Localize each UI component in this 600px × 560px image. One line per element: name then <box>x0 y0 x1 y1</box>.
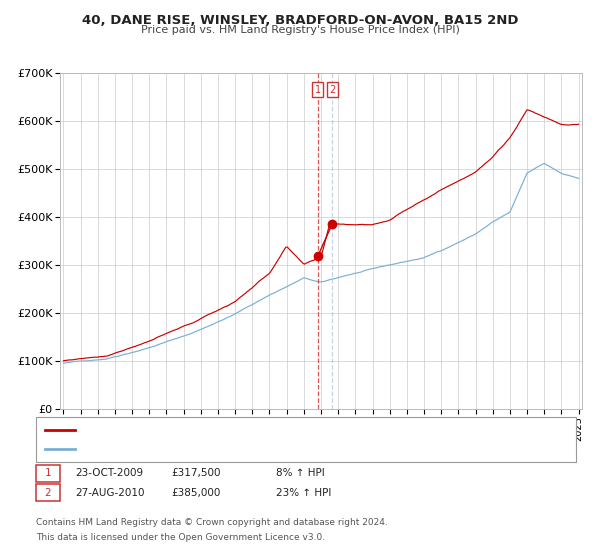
Text: 2: 2 <box>329 85 335 95</box>
Text: 8% ↑ HPI: 8% ↑ HPI <box>276 468 325 478</box>
Text: 23-OCT-2009: 23-OCT-2009 <box>75 468 143 478</box>
Text: 1: 1 <box>314 85 321 95</box>
Text: £317,500: £317,500 <box>171 468 221 478</box>
Text: 40, DANE RISE, WINSLEY, BRADFORD-ON-AVON, BA15 2ND (detached house): 40, DANE RISE, WINSLEY, BRADFORD-ON-AVON… <box>81 424 458 435</box>
Text: 40, DANE RISE, WINSLEY, BRADFORD-ON-AVON, BA15 2ND: 40, DANE RISE, WINSLEY, BRADFORD-ON-AVON… <box>82 14 518 27</box>
Text: 27-AUG-2010: 27-AUG-2010 <box>75 488 145 498</box>
Text: 23% ↑ HPI: 23% ↑ HPI <box>276 488 331 498</box>
Text: Price paid vs. HM Land Registry's House Price Index (HPI): Price paid vs. HM Land Registry's House … <box>140 25 460 35</box>
Text: HPI: Average price, detached house, Wiltshire: HPI: Average price, detached house, Wilt… <box>81 445 305 455</box>
Text: £385,000: £385,000 <box>171 488 220 498</box>
Text: 1: 1 <box>44 468 52 478</box>
Text: This data is licensed under the Open Government Licence v3.0.: This data is licensed under the Open Gov… <box>36 533 325 542</box>
Text: Contains HM Land Registry data © Crown copyright and database right 2024.: Contains HM Land Registry data © Crown c… <box>36 518 388 527</box>
Text: 2: 2 <box>44 488 52 498</box>
